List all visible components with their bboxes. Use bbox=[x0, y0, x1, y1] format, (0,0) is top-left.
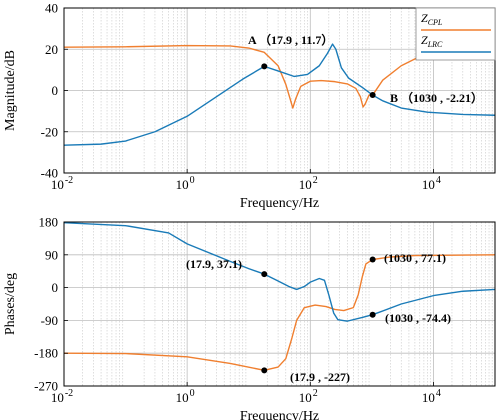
x-tick-exponent: 2 bbox=[313, 388, 318, 399]
x-tick-label: 10-2 bbox=[51, 388, 73, 405]
legend-label-subscript: LRC bbox=[427, 40, 443, 49]
annotation-label: B （1030 , -2.21） bbox=[390, 90, 483, 105]
annotation-marker bbox=[261, 367, 268, 374]
y-tick-label: 0 bbox=[52, 280, 59, 295]
x-tick-exponent: -2 bbox=[65, 388, 73, 399]
annotation-marker bbox=[261, 271, 268, 278]
x-tick-exponent: 2 bbox=[313, 175, 318, 186]
x-tick-exponent: 0 bbox=[190, 388, 195, 399]
annotation-label: (1030 , 77.1) bbox=[384, 251, 446, 265]
annotation-marker bbox=[261, 63, 268, 70]
x-axis-label: Frequency/Hz bbox=[240, 409, 319, 420]
series-line-2 bbox=[64, 43, 495, 146]
y-axis-label: Phases/deg bbox=[3, 273, 18, 335]
annotation-label: (1030 , -74.4) bbox=[385, 311, 451, 325]
x-tick-label: 102 bbox=[299, 175, 318, 192]
y-tick-label: 40 bbox=[45, 1, 58, 16]
x-tick-exponent: 4 bbox=[436, 175, 441, 186]
series-line-1 bbox=[64, 44, 495, 109]
x-tick-label: 104 bbox=[422, 175, 441, 192]
x-tick-label: 102 bbox=[299, 388, 318, 405]
y-tick-label: 0 bbox=[52, 83, 59, 98]
x-tick-exponent: 4 bbox=[436, 388, 441, 399]
y-tick-label: -270 bbox=[34, 379, 58, 394]
y-tick-label: 20 bbox=[45, 42, 58, 57]
x-tick-exponent: 0 bbox=[190, 175, 195, 186]
x-tick-label: 104 bbox=[422, 388, 441, 405]
series-line-1 bbox=[64, 254, 495, 372]
y-tick-label: -20 bbox=[41, 124, 58, 139]
y-tick-label: -40 bbox=[41, 166, 58, 181]
annotation-label: (17.9 , -227) bbox=[290, 370, 350, 384]
annotation-label: A （17.9 , 11.7） bbox=[248, 32, 333, 47]
annotation-marker bbox=[369, 256, 376, 263]
y-tick-label: -180 bbox=[34, 346, 58, 361]
x-tick-label: 10-2 bbox=[51, 175, 73, 192]
annotation-marker bbox=[369, 92, 376, 99]
panel-2: -270 -180 -90 0 90 180 10-2 100 102 104 Frequency/… bbox=[3, 215, 496, 420]
legend-label-subscript: CPL bbox=[428, 18, 443, 27]
x-tick-label: 100 bbox=[176, 175, 195, 192]
y-tick-label: 180 bbox=[39, 215, 59, 230]
y-tick-label: 90 bbox=[45, 247, 58, 262]
annotation-marker bbox=[369, 311, 376, 318]
series-line-2 bbox=[64, 222, 495, 322]
plot-frame bbox=[63, 221, 496, 387]
y-axis-label: Magnitude/dB bbox=[3, 50, 18, 131]
x-tick-exponent: -2 bbox=[65, 175, 73, 186]
x-tick-label: 100 bbox=[176, 388, 195, 405]
annotation-label: (17.9, 37.1) bbox=[186, 257, 242, 271]
x-axis-label: Frequency/Hz bbox=[240, 196, 319, 211]
y-tick-label: -90 bbox=[41, 313, 58, 328]
